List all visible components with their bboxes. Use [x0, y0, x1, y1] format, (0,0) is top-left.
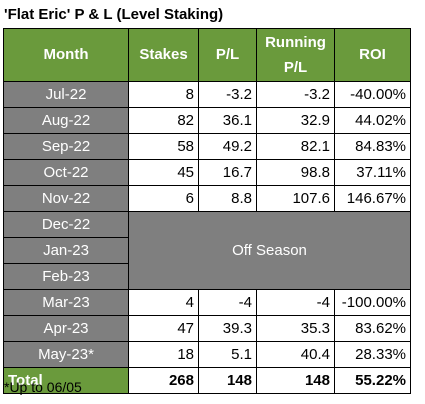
- month-cell: Apr-23: [3, 315, 129, 342]
- month-cell: Feb-23: [3, 263, 129, 290]
- total-row: Total 268 148 148 55.22%: [3, 367, 411, 394]
- total-label: Total: [3, 367, 129, 394]
- running-cell: 35.3: [256, 315, 335, 342]
- month-cell: Dec-22: [3, 211, 129, 238]
- running-cell: 32.9: [256, 107, 335, 134]
- table-row: May-23* 18 5.1 40.4 28.33%: [3, 341, 411, 368]
- month-cell: Mar-23: [3, 289, 129, 316]
- running-cell: 40.4: [256, 341, 335, 368]
- pl-cell: 36.1: [198, 107, 257, 134]
- roi-cell: 44.02%: [334, 107, 411, 134]
- running-cell: -4: [256, 289, 335, 316]
- month-cell: May-23*: [3, 341, 129, 368]
- month-cell: Nov-22: [3, 185, 129, 212]
- stakes-cell: 82: [128, 107, 199, 134]
- stakes-cell: 6: [128, 185, 199, 212]
- table-title: 'Flat Eric' P & L (Level Staking): [4, 6, 224, 23]
- table-row: Nov-22 6 8.8 107.6 146.67%: [3, 185, 411, 212]
- stakes-cell: 45: [128, 159, 199, 186]
- pl-cell: 8.8: [198, 185, 257, 212]
- month-cell: Sep-22: [3, 133, 129, 160]
- pl-cell: 5.1: [198, 341, 257, 368]
- stakes-cell: 47: [128, 315, 199, 342]
- table-row: Dec-22 Off Season: [3, 211, 411, 290]
- total-stakes: 268: [128, 367, 199, 394]
- total-running: 148: [256, 367, 335, 394]
- header-running-line1: Running: [265, 34, 326, 51]
- off-season-cell: Off Season: [128, 211, 411, 290]
- month-cell: Aug-22: [3, 107, 129, 134]
- pl-cell: 16.7: [198, 159, 257, 186]
- stakes-cell: 58: [128, 133, 199, 160]
- header-running-pl: Running P/L: [256, 28, 335, 82]
- pl-cell: -3.2: [198, 81, 257, 108]
- header-month: Month: [3, 28, 129, 82]
- stakes-cell: 4: [128, 289, 199, 316]
- running-cell: -3.2: [256, 81, 335, 108]
- roi-cell: -100.00%: [334, 289, 411, 316]
- table-row: Mar-23 4 -4 -4 -100.00%: [3, 289, 411, 316]
- header-running-line2: P/L: [283, 59, 308, 76]
- table-row: Oct-22 45 16.7 98.8 37.11%: [3, 159, 411, 186]
- header-stakes: Stakes: [128, 28, 199, 82]
- running-cell: 82.1: [256, 133, 335, 160]
- month-cell: Jul-22: [3, 81, 129, 108]
- month-cell: Jan-23: [3, 237, 129, 264]
- table-row: Jan-23: [3, 237, 411, 264]
- footnote: *Up to 06/05: [4, 379, 82, 395]
- stakes-cell: 18: [128, 341, 199, 368]
- pl-table: Month Stakes P/L Running P/L ROI Jul-22 …: [3, 28, 411, 394]
- table-row: Aug-22 82 36.1 32.9 44.02%: [3, 107, 411, 134]
- roi-cell: 146.67%: [334, 185, 411, 212]
- header-pl: P/L: [198, 28, 257, 82]
- table-row: Feb-23: [3, 263, 411, 290]
- stakes-cell: 8: [128, 81, 199, 108]
- month-cell: Oct-22: [3, 159, 129, 186]
- roi-cell: 37.11%: [334, 159, 411, 186]
- total-pl: 148: [198, 367, 257, 394]
- table-row: Apr-23 47 39.3 35.3 83.62%: [3, 315, 411, 342]
- roi-cell: 84.83%: [334, 133, 411, 160]
- header-roi: ROI: [334, 28, 411, 82]
- roi-cell: -40.00%: [334, 81, 411, 108]
- running-cell: 98.8: [256, 159, 335, 186]
- table-row: Jul-22 8 -3.2 -3.2 -40.00%: [3, 81, 411, 108]
- roi-cell: 83.62%: [334, 315, 411, 342]
- table-row: Sep-22 58 49.2 82.1 84.83%: [3, 133, 411, 160]
- header-row: Month Stakes P/L Running P/L ROI: [3, 28, 411, 82]
- pl-cell: 39.3: [198, 315, 257, 342]
- pl-cell: -4: [198, 289, 257, 316]
- roi-cell: 28.33%: [334, 341, 411, 368]
- total-roi: 55.22%: [334, 367, 411, 394]
- running-cell: 107.6: [256, 185, 335, 212]
- pl-cell: 49.2: [198, 133, 257, 160]
